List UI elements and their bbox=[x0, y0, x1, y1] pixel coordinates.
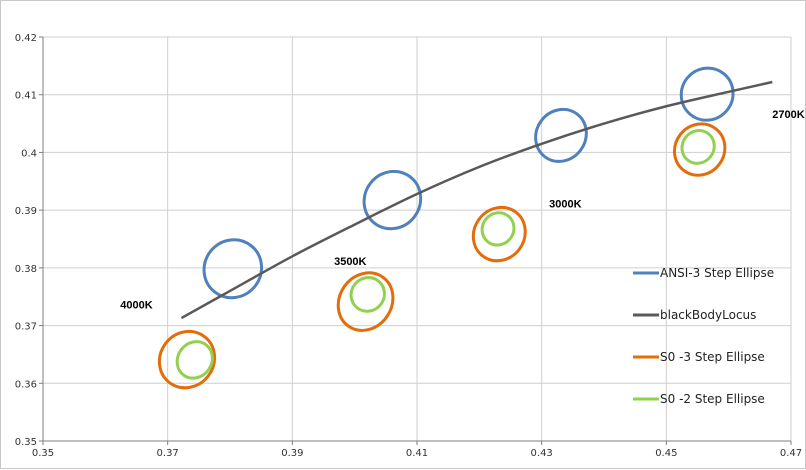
legend-label: S0 -2 Step Ellipse bbox=[660, 392, 765, 406]
cct-annotations: 4000K 3500K 3000K 2700K bbox=[120, 109, 804, 311]
y-tick-label: 0.38 bbox=[15, 264, 37, 275]
blackbody-locus bbox=[180, 80, 773, 320]
x-tick-label: 0.41 bbox=[406, 448, 428, 459]
ellipse-series bbox=[157, 66, 735, 390]
ellipse bbox=[349, 276, 386, 313]
y-tick-label: 0.41 bbox=[15, 91, 37, 102]
ellipse bbox=[362, 169, 423, 231]
legend-label: blackBodyLocus bbox=[660, 308, 756, 322]
tick-labels: 0.35 0.37 0.39 0.41 0.43 0.45 0.47 0.35 0.36 0.37… bbox=[15, 33, 802, 459]
ellipse bbox=[672, 122, 727, 177]
ellipse bbox=[471, 205, 527, 263]
x-tick-label: 0.45 bbox=[655, 448, 677, 459]
ellipse bbox=[175, 340, 214, 380]
gridlines bbox=[43, 36, 792, 441]
cct-label: 4000K bbox=[120, 299, 152, 311]
legend: ANSI-3 Step Ellipse blackBodyLocus S0 -3 S… bbox=[633, 266, 774, 406]
x-tick-label: 0.47 bbox=[780, 448, 802, 459]
cct-label: 3000K bbox=[549, 198, 581, 210]
y-tick-label: 0.42 bbox=[15, 33, 37, 44]
y-tick-label: 0.37 bbox=[15, 322, 37, 333]
blackbody-locus-line bbox=[180, 80, 773, 320]
ellipse bbox=[157, 329, 217, 390]
ellipse bbox=[480, 211, 516, 247]
y-tick-label: 0.39 bbox=[15, 206, 37, 217]
cct-label: 3500K bbox=[334, 256, 366, 268]
cct-label: 2700K bbox=[772, 109, 804, 121]
y-tick-label: 0.35 bbox=[15, 437, 37, 448]
x-tick-label: 0.39 bbox=[281, 448, 303, 459]
ellipse bbox=[534, 107, 588, 163]
legend-label: ANSI-3 Step Ellipse bbox=[660, 266, 774, 280]
x-tick-label: 0.37 bbox=[157, 448, 179, 459]
ellipse bbox=[336, 271, 395, 332]
ellipse bbox=[680, 129, 716, 165]
ellipse bbox=[202, 238, 264, 300]
y-tick-label: 0.4 bbox=[21, 148, 37, 159]
y-tick-label: 0.36 bbox=[15, 379, 37, 390]
axes bbox=[39, 36, 792, 445]
x-tick-label: 0.35 bbox=[32, 448, 54, 459]
x-tick-label: 0.43 bbox=[531, 448, 553, 459]
ellipse bbox=[679, 66, 735, 122]
legend-label: S0 -3 Step Ellipse bbox=[660, 350, 765, 364]
